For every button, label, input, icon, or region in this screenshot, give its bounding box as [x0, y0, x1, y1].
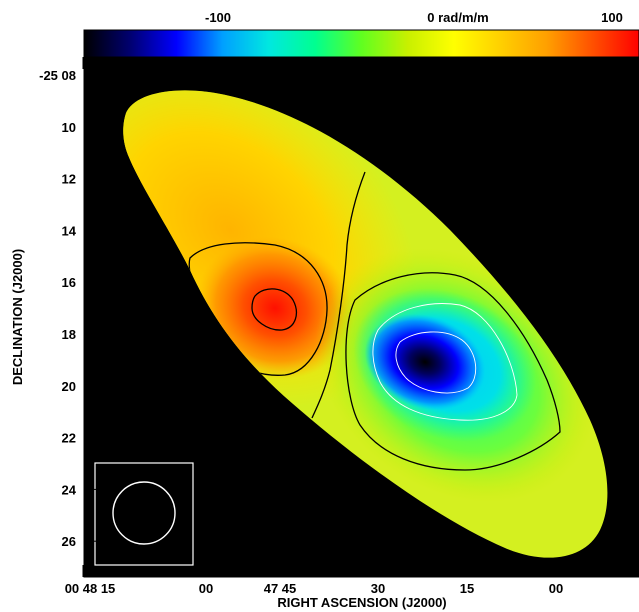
x-tick-label: 00: [199, 581, 213, 596]
positive-contour-inner: [251, 288, 297, 331]
y-axis: -25 08 10 12 14 16 18 20 22 24 26: [39, 68, 639, 549]
y-tick-label: 10: [62, 120, 76, 135]
y-axis-title: DECLINATION (J2000): [10, 249, 25, 385]
colorbar-tick-label-zero: 0 rad/m/m: [427, 10, 488, 25]
y-tick-label: 24: [62, 482, 77, 497]
x-tick-label: 00: [549, 581, 563, 596]
y-tick-label: 22: [62, 431, 76, 446]
x-tick-label: 30: [371, 581, 385, 596]
zero-contour: [311, 171, 366, 419]
x-tick-label: 47 45: [264, 581, 297, 596]
y-tick-label: 18: [62, 327, 76, 342]
warm-core: [196, 236, 354, 380]
negative-contour-outer: [345, 272, 561, 471]
plot-area: [84, 57, 639, 577]
colorbar-strip: [83, 29, 639, 58]
negative-contour-inner: [395, 331, 477, 394]
beam-box: [94, 462, 194, 566]
y-tick-label: 12: [62, 172, 76, 187]
x-axis: 00 48 15 00 47 45 30 15 00: [65, 57, 563, 596]
colorbar: -100 0 rad/m/m 100: [83, 10, 639, 58]
y-tick-label: 26: [62, 534, 76, 549]
y-tick-label: 14: [62, 223, 77, 238]
colorbar-tick-label-max: 100: [601, 10, 623, 25]
x-tick-label: 15: [460, 581, 474, 596]
negative-contour-mid: [372, 303, 518, 421]
x-axis-title: RIGHT ASCENSION (J2000): [277, 595, 446, 610]
colorbar-tick-label-min: -100: [205, 10, 231, 25]
plot-frame: [83, 56, 639, 578]
cool-core: [364, 313, 486, 411]
y-tick-label: 20: [62, 379, 76, 394]
x-tick-label: 00 48 15: [65, 581, 116, 596]
y-tick-label: 16: [62, 275, 76, 290]
beam-circle: [112, 481, 176, 545]
beam-indicator: [94, 462, 194, 566]
y-tick-label: -25 08: [39, 68, 76, 83]
